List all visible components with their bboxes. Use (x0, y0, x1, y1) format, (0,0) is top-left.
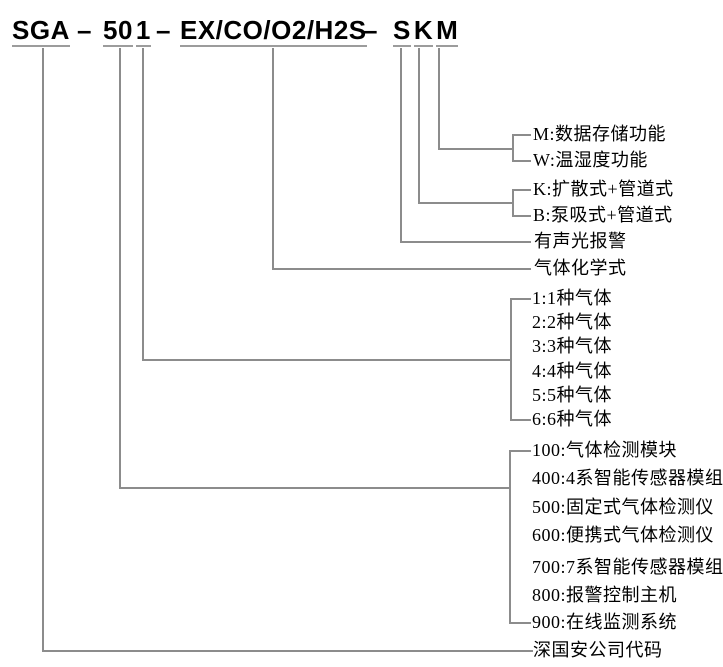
connector-series-hline (119, 487, 509, 489)
bracket-gas-count-vline (510, 298, 512, 420)
label-company-code: 深国安公司代码 (533, 640, 663, 660)
connector-option-m-vline (438, 48, 440, 148)
connector-gas-count-hline (142, 359, 510, 361)
connector-gas-list-hline (272, 268, 531, 270)
option-letter-s: S (393, 15, 411, 47)
bracket-storage-vline (512, 134, 514, 162)
label-series: 500:固定式气体检测仪 (532, 497, 715, 517)
model-code-series: 50 1 (103, 17, 151, 47)
connector-option-k-hline (418, 202, 513, 204)
bracket-storage-top-stub (512, 134, 531, 136)
connector-option-m-hline (438, 148, 513, 150)
label-temp-humidity-function: W:温湿度功能 (533, 150, 648, 170)
bracket-sampling-vline (512, 189, 514, 217)
label-series: 700:7系智能传感器模组 (532, 557, 723, 577)
bracket-series-top-stub (509, 450, 531, 452)
option-letter-m: M (436, 15, 459, 47)
bracket-storage-bottom-stub (512, 160, 531, 162)
label-series: 600:便携式气体检测仪 (532, 525, 715, 545)
connector-company-hline (42, 650, 533, 652)
label-sound-light-alarm: 有声光报警 (534, 231, 627, 251)
bracket-sampling-top-stub (512, 189, 531, 191)
model-code-gas-list: EX/CO/O2/H2S (180, 17, 367, 47)
connector-option-k-vline (418, 48, 420, 202)
bracket-sampling-bottom-stub (512, 215, 531, 217)
label-gas-count: 2:2种气体 (532, 312, 613, 332)
connector-option-s-hline (400, 241, 531, 243)
gas-list-text: EX/CO/O2/H2S (180, 15, 367, 47)
connector-series-vline (119, 48, 121, 487)
label-gas-count: 5:5种气体 (532, 385, 613, 405)
model-code-company: SGA (12, 17, 70, 47)
label-gas-chemical-type: 气体化学式 (534, 258, 627, 278)
label-pump-pipeline: B:泵吸式+管道式 (533, 205, 673, 225)
bracket-series-bottom-stub (509, 622, 531, 624)
label-storage-function: M:数据存储功能 (533, 124, 667, 144)
connector-company-vline (42, 48, 44, 650)
label-series: 800:报警控制主机 (532, 585, 678, 605)
bracket-gas-count-bottom-stub (510, 419, 531, 421)
series-part-1: 1 (135, 15, 151, 47)
label-gas-count: 1:1种气体 (532, 288, 613, 308)
separator-dash: – (363, 15, 378, 45)
separator-dash: – (156, 15, 171, 45)
bracket-series-vline (509, 450, 511, 623)
label-diffusion-pipeline: K:扩散式+管道式 (533, 179, 674, 199)
label-series: 100:气体检测模块 (532, 440, 678, 460)
connector-gas-count-vline (142, 48, 144, 359)
option-letter-k: K (413, 15, 434, 47)
bracket-gas-count-top-stub (510, 298, 531, 300)
label-gas-count: 4:4种气体 (532, 361, 613, 381)
company-code-text: SGA (12, 15, 70, 47)
connector-gas-list-vline (272, 48, 274, 268)
label-series: 400:4系智能传感器模组 (532, 468, 723, 488)
label-series: 900:在线监测系统 (532, 612, 678, 632)
label-gas-count: 6:6种气体 (532, 409, 613, 429)
separator-dash: – (77, 15, 92, 45)
connector-option-s-vline (400, 48, 402, 241)
label-gas-count: 3:3种气体 (532, 336, 613, 356)
series-part-50: 50 (103, 15, 133, 47)
